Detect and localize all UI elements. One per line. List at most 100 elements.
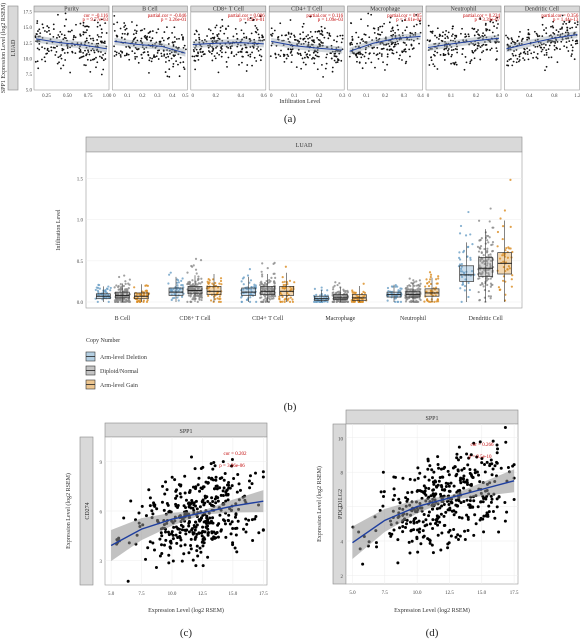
scatter-point [454,474,458,478]
scatter-point [149,57,151,59]
scatter-point [489,20,492,23]
scatter-point [221,45,224,47]
scatter-point [309,15,312,18]
scatter-point [71,51,74,54]
scatter-point [173,40,176,43]
scatter-point [489,494,493,498]
scatter-point [308,54,311,56]
scatter-point [211,516,215,520]
scatter-point [146,51,149,53]
scatter-point [72,38,75,41]
scatter-point [148,540,152,544]
trend-line [110,500,264,547]
jitter-point [200,298,203,302]
scatter-point [147,32,150,34]
scatter-point [295,39,297,41]
scatter-point [248,38,251,40]
scatter-point [575,26,578,29]
jitter-point [429,275,432,279]
scatter-point [386,48,389,51]
scatter-point [218,53,221,56]
scatter-point [250,482,254,486]
scatter-point [381,31,383,34]
jitter-point [197,275,200,278]
scatter-point [56,36,58,39]
scatter-point [551,36,554,38]
scatter-point [456,469,460,473]
scatter-point [140,53,143,56]
scatter-point [462,39,465,42]
scatter-point [436,462,440,466]
scatter-point [168,75,171,78]
jitter-point [245,298,248,302]
scatter-point [283,61,286,63]
scatter-point [175,60,178,63]
scatter-point [316,49,319,51]
scatter-point [286,53,289,56]
scatter-point [201,525,205,529]
scatter-point [243,36,246,39]
scatter-point [304,40,307,43]
scatter-point [213,464,217,468]
x-tick-label: Neutrophil [400,316,426,322]
scatter-point [148,504,152,508]
jitter-point [268,298,272,301]
jitter-point [487,289,491,293]
jitter-point [331,288,335,291]
scatter-point [242,32,245,35]
jitter-point [125,299,128,302]
panel-d-title: SPP1 [425,416,438,422]
jitter-point [486,283,489,287]
scatter-point [211,467,215,471]
scatter-point [187,551,191,555]
scatter-point [435,36,438,39]
scatter-point [307,37,309,40]
scatter-point [41,23,44,26]
scatter-point [296,52,299,54]
scatter-point [427,24,430,27]
jitter-point [197,277,200,281]
scatter-point [409,55,411,58]
jitter-point [272,262,275,266]
panel-c: CD274 Expression Level (log2 RSEM) SPP1 … [65,422,268,614]
scatter-point [516,40,519,43]
jitter-point [429,282,433,286]
scatter-point [351,38,354,41]
scatter-point [457,515,461,519]
scatter-point [271,32,274,35]
scatter-point [467,33,470,36]
scatter-point [37,67,40,70]
scatter-point [202,536,206,540]
scatter-point [542,42,545,45]
scatter-point [518,59,521,61]
scatter-point [335,55,338,58]
panel-b-plot-area [85,151,523,309]
scatter-point [495,497,499,501]
scatter-point [442,502,446,506]
jitter-point [478,239,482,242]
scatter-point [229,45,232,48]
jitter-point [116,300,119,303]
scatter-point [555,38,557,41]
scatter-point [448,506,452,510]
jitter-point [195,290,198,294]
scatter-point [485,460,489,464]
scatter-point [125,52,128,55]
scatter-point [249,55,252,58]
scatter-point [430,507,434,511]
jitter-point [124,282,127,285]
scatter-point [477,473,481,477]
scatter-point [170,57,173,60]
jitter-point [262,298,265,302]
scatter-point [431,551,435,555]
scatter-point [244,530,248,534]
scatter-point [154,566,158,570]
scatter-point [126,32,129,35]
jitter-point [212,300,215,303]
scatter-point [282,44,285,47]
scatter-point [314,30,317,33]
scatter-point [195,532,199,536]
scatter-point [169,539,173,543]
scatter-point [59,30,62,33]
scatter-point [187,521,191,525]
